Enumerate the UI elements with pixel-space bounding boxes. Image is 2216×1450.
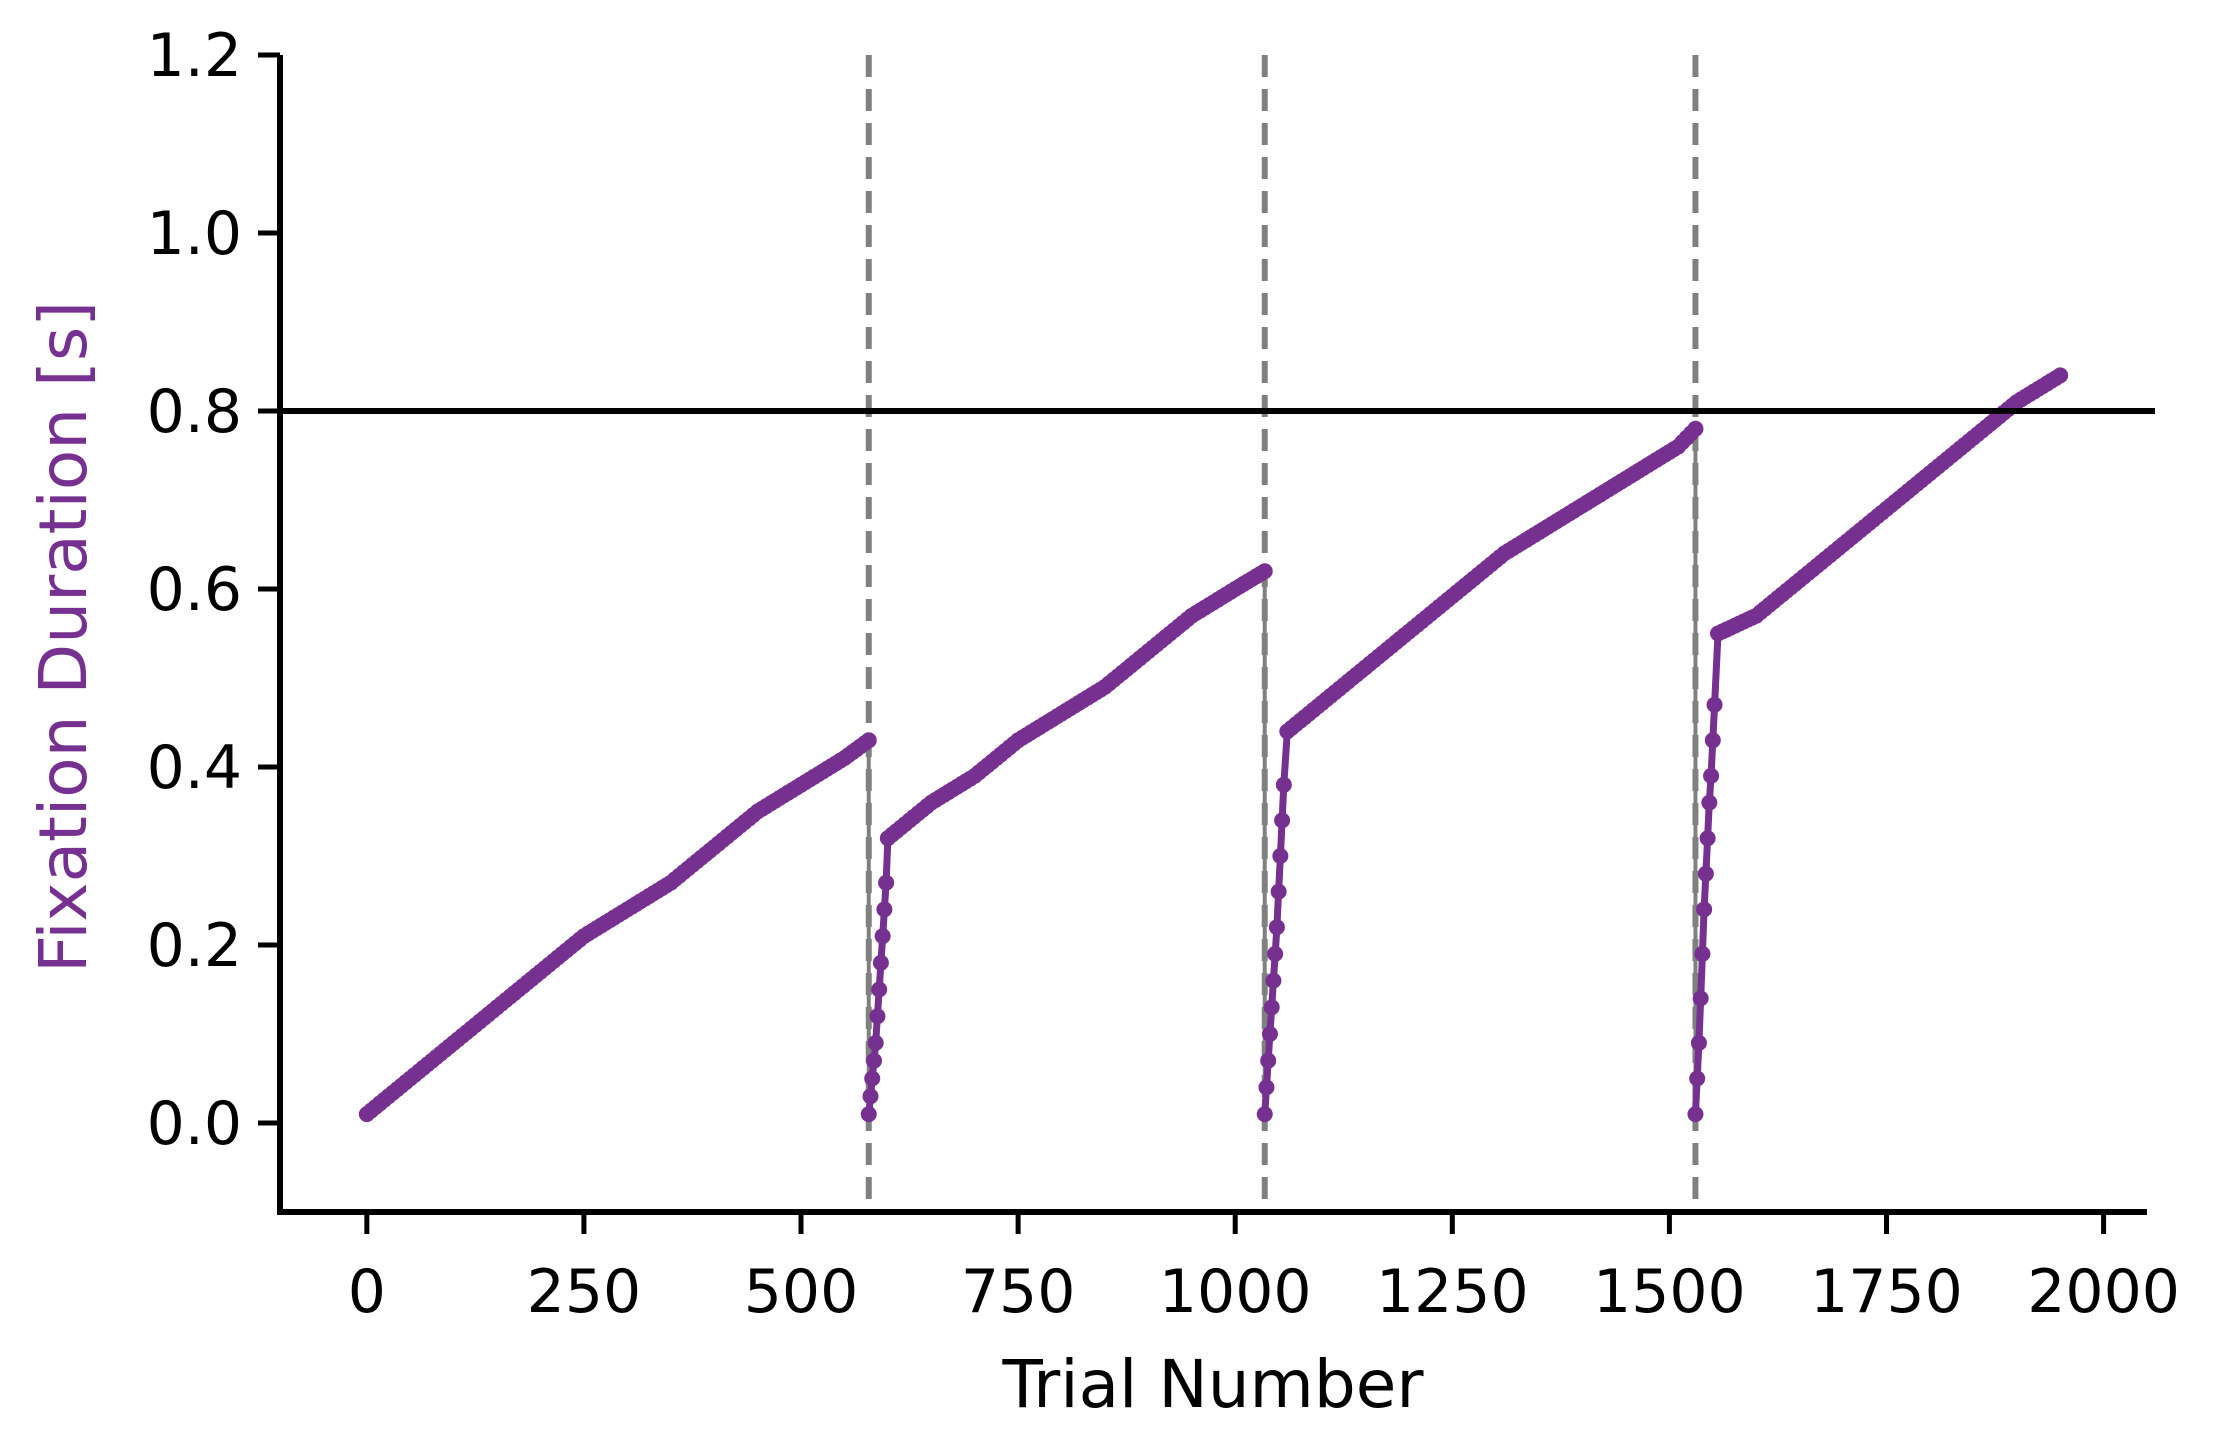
y-tick-label: 0.2 [147, 911, 242, 981]
y-tick-label: 0.4 [147, 733, 242, 803]
y-tick-label: 1.2 [147, 21, 242, 91]
data-point [1270, 883, 1287, 900]
data-point [874, 928, 891, 945]
data-point [869, 1008, 886, 1025]
data-point [1694, 945, 1711, 962]
data-point [867, 1034, 884, 1051]
x-tick-label: 1500 [1593, 1257, 1746, 1327]
data-point [865, 1052, 882, 1069]
data-point [1699, 830, 1716, 847]
x-tick-label: 750 [961, 1257, 1076, 1327]
x-axis-label: Trial Number [1002, 1346, 1425, 1423]
data-point [1697, 865, 1714, 882]
data-point [878, 874, 895, 891]
data-point [1701, 794, 1718, 811]
y-tick-label: 0.6 [147, 555, 242, 625]
data-point [1263, 999, 1280, 1016]
data-point [1265, 972, 1282, 989]
block-boundaries [865, 55, 1699, 1212]
x-tick-label: 1250 [1376, 1257, 1529, 1327]
data-point [1704, 732, 1721, 749]
y-axis-ticks: 0.0 0.2 0.4 0.6 0.8 1.0 1.2 [147, 21, 280, 1159]
x-tick-label: 2000 [2027, 1257, 2180, 1327]
data-point [1696, 901, 1713, 918]
data-point [1267, 945, 1284, 962]
data-point [1706, 696, 1723, 713]
data-point [1275, 776, 1292, 793]
series-line-segment-3 [1261, 425, 1699, 1118]
x-axis-ticks: 0 250 500 750 1000 1250 1500 1750 2000 [348, 1212, 2180, 1327]
x-tick-label: 1750 [1810, 1257, 1963, 1327]
data-point [1690, 1034, 1707, 1051]
data-point [876, 901, 893, 918]
data-point [2052, 367, 2069, 384]
data-point [1256, 563, 1273, 580]
data-point [1274, 812, 1291, 829]
x-tick-label: 250 [527, 1257, 642, 1327]
data-point [860, 1106, 877, 1123]
data-point [871, 981, 888, 998]
data-point [864, 1070, 881, 1087]
data-point [860, 732, 877, 749]
data-point [1689, 1070, 1706, 1087]
y-tick-label: 1.0 [147, 199, 242, 269]
x-tick-label: 0 [348, 1257, 386, 1327]
data-point [862, 1088, 879, 1105]
data-point [1703, 767, 1720, 784]
series-line-segment-2 [865, 567, 1269, 1118]
y-axis-label: Fixation Duration [s] [25, 301, 102, 973]
data-point [1258, 1079, 1275, 1096]
series-layer [358, 367, 2069, 1123]
x-tick-label: 500 [744, 1257, 859, 1327]
axes [277, 55, 2147, 1215]
data-point [1687, 1106, 1704, 1123]
data-point [1272, 848, 1289, 864]
data-point [1687, 420, 1704, 437]
data-point [1256, 1106, 1273, 1123]
series-line-segment-4 [1691, 371, 2064, 1118]
data-point [1692, 990, 1709, 1007]
y-tick-label: 0.8 [147, 377, 242, 447]
data-point [1268, 919, 1285, 936]
data-point [872, 954, 889, 971]
data-point [1260, 1052, 1277, 1069]
y-tick-label: 0.0 [147, 1089, 242, 1159]
data-point [1261, 1026, 1278, 1042]
x-tick-label: 1000 [1159, 1257, 1312, 1327]
